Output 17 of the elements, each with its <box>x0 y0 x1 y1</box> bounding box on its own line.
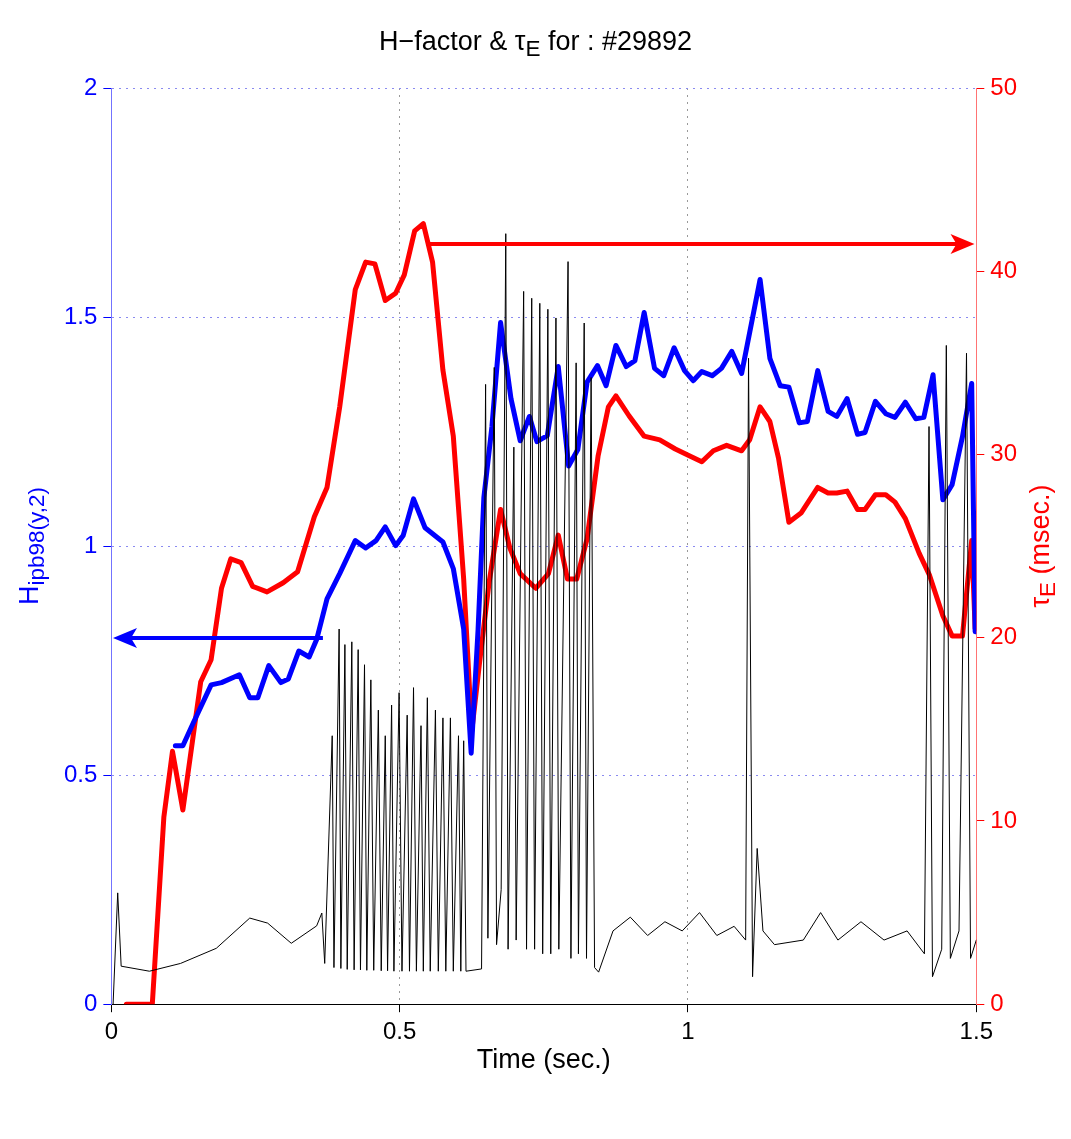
y2-tick-label: 10 <box>990 805 1018 833</box>
x-tick-label: 1 <box>681 1017 695 1045</box>
x-tick-label: 0.5 <box>382 1017 417 1045</box>
y2-tick-label: 30 <box>990 439 1018 467</box>
x-axis-title: Time (sec.) <box>475 1044 612 1076</box>
y2-tick-label: 20 <box>990 622 1018 650</box>
y-tick-label: 1.5 <box>63 301 98 329</box>
x-tick-label: 0 <box>104 1017 119 1045</box>
y-tick-label: 1 <box>84 530 98 558</box>
y-tick-label: 0.5 <box>63 759 98 787</box>
y2-tick-label: 50 <box>990 72 1018 100</box>
y2-tick-label: 0 <box>990 988 1004 1016</box>
y-tick-label: 0 <box>84 988 98 1016</box>
chart-title: H−factor & τ$_{E}$ for : #29892 <box>377 26 694 63</box>
y2-tick-label: 40 <box>990 255 1018 283</box>
x-tick-label: 1.5 <box>959 1017 993 1045</box>
y-tick-label: 2 <box>84 72 98 100</box>
